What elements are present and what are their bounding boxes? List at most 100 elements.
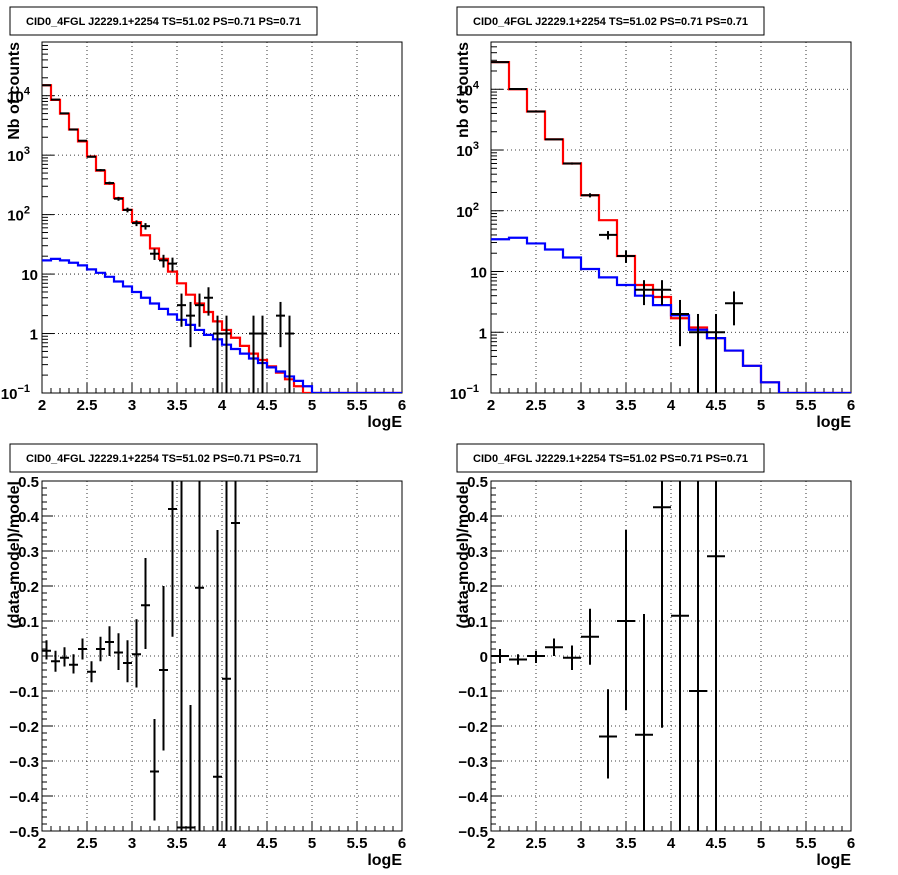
- data-point: [545, 638, 563, 656]
- x-tick-label: 3: [128, 397, 136, 414]
- data-point: [132, 220, 141, 227]
- y-tick-label: 0: [480, 649, 488, 666]
- x-tick-label: 4: [667, 835, 676, 852]
- y-tick-label: 0.3: [467, 544, 488, 561]
- y-tick-label: 10: [21, 267, 38, 284]
- data-point: [635, 614, 653, 831]
- data-point: [707, 481, 725, 831]
- y-tick-exponent: 4: [24, 86, 31, 98]
- y-tick-label: 0.2: [18, 579, 39, 596]
- data-point: [213, 530, 222, 831]
- y-tick-label: 10−1: [450, 383, 479, 403]
- data-point: [285, 315, 294, 393]
- y-tick-exponent: 3: [473, 140, 479, 152]
- data-point: [689, 313, 707, 393]
- y-tick-label: 103: [456, 140, 479, 160]
- x-tick-label: 2.5: [526, 397, 547, 414]
- y-axis-label: (data-model)/model: [6, 481, 23, 629]
- y-tick-label: 102: [456, 201, 479, 221]
- y-tick-label: −0.4: [9, 789, 39, 806]
- y-tick-label: 0: [31, 649, 39, 666]
- chart-title: CID0_4FGL J2229.1+2254 TS=51.02 PS=0.71 …: [26, 16, 301, 28]
- x-tick-label: 5.5: [347, 397, 368, 414]
- x-axis-label: logE: [816, 414, 851, 431]
- x-axis-label: logE: [367, 414, 402, 431]
- data-point: [258, 315, 267, 393]
- data-point: [653, 481, 671, 728]
- data-point: [186, 301, 195, 348]
- y-tick-exponent: 2: [473, 201, 479, 213]
- chart-panel-3: CID0_4FGL J2229.1+2254 TS=51.02 PS=0.71 …: [455, 443, 855, 869]
- data-point: [222, 315, 231, 393]
- x-tick-label: 3: [577, 397, 585, 414]
- data-point: [527, 650, 545, 663]
- y-tick-base: 10: [21, 267, 38, 284]
- x-tick-label: 4: [218, 397, 227, 414]
- x-tick-label: 5.5: [796, 397, 817, 414]
- data-point: [527, 110, 545, 113]
- x-axis-label: logE: [367, 852, 402, 869]
- data-point: [114, 196, 123, 201]
- data-point: [69, 654, 78, 674]
- data-point: [51, 98, 60, 101]
- y-tick-label: 0.5: [467, 474, 488, 491]
- chart-panel-0: CID0_4FGL J2229.1+2254 TS=51.02 PS=0.71 …: [1, 6, 406, 431]
- data-point: [159, 586, 168, 751]
- data-point: [491, 649, 509, 663]
- data-point: [141, 558, 150, 649]
- data-point: [114, 633, 123, 670]
- y-tick-label: −0.5: [458, 824, 488, 841]
- x-tick-label: 2: [38, 835, 46, 852]
- model-background-line: [42, 257, 402, 393]
- data-point: [653, 280, 671, 306]
- y-tick-label: 0.5: [18, 474, 39, 491]
- data-point: [69, 128, 78, 131]
- x-tick-label: 3: [577, 835, 585, 852]
- x-tick-label: 5: [757, 835, 765, 852]
- y-tick-label: 10: [470, 265, 487, 282]
- x-tick-label: 5.5: [347, 835, 368, 852]
- y-tick-label: −0.1: [9, 684, 39, 701]
- title-box: [456, 443, 765, 473]
- y-tick-label: 104: [7, 86, 31, 106]
- data-point: [581, 193, 599, 198]
- y-tick-exponent: −1: [466, 383, 479, 395]
- data-point: [105, 181, 114, 185]
- chart-title: CID0_4FGL J2229.1+2254 TS=51.02 PS=0.71 …: [26, 453, 301, 465]
- chart-panel-2: CID0_4FGL J2229.1+2254 TS=51.02 PS=0.71 …: [6, 443, 406, 869]
- y-axis-label: Nb of counts: [6, 42, 23, 140]
- y-tick-label: −0.2: [9, 719, 39, 736]
- data-point: [671, 299, 689, 347]
- x-tick-label: 5: [308, 835, 316, 852]
- data-point: [150, 248, 159, 260]
- y-axis-label: nb of counts: [455, 42, 472, 138]
- data-point: [509, 88, 527, 91]
- data-point: [707, 313, 725, 393]
- data-point: [78, 139, 87, 142]
- title-box: [9, 6, 318, 36]
- data-layer: [491, 481, 725, 831]
- x-tick-label: 2: [38, 397, 46, 414]
- x-tick-label: 6: [398, 397, 406, 414]
- data-point: [222, 481, 231, 831]
- y-tick-base: 10: [456, 204, 473, 221]
- data-point: [599, 689, 617, 779]
- x-tick-label: 4.5: [257, 397, 278, 414]
- data-point: [689, 481, 707, 831]
- data-point: [671, 481, 689, 831]
- data-point: [195, 293, 204, 327]
- y-tick-label: −0.4: [458, 789, 488, 806]
- y-tick-label: −0.3: [9, 754, 39, 771]
- data-point: [276, 301, 285, 348]
- y-tick-base: 1: [30, 327, 38, 344]
- y-tick-label: 1: [30, 327, 38, 344]
- x-tick-label: 6: [847, 397, 855, 414]
- y-tick-label: 0.3: [18, 544, 39, 561]
- x-tick-label: 2.5: [526, 835, 547, 852]
- y-tick-base: 10: [456, 143, 473, 160]
- data-point: [599, 231, 617, 240]
- y-tick-exponent: 4: [473, 79, 480, 91]
- y-tick-label: 0.1: [467, 614, 488, 631]
- y-tick-label: 0.4: [18, 509, 40, 526]
- x-tick-label: 4.5: [706, 835, 727, 852]
